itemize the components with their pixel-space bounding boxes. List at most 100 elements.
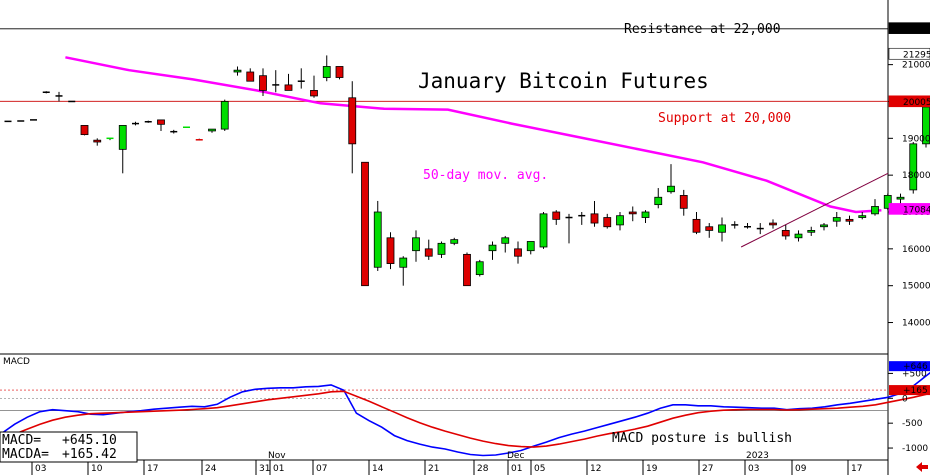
x-tick-label: 31	[259, 464, 270, 474]
x-tick-label: 03	[748, 464, 759, 474]
resistance-label: Resistance at 22,000	[624, 22, 781, 37]
candle-body	[233, 69, 242, 73]
candle	[514, 241, 522, 264]
candle-body	[437, 242, 446, 255]
candle	[412, 230, 420, 262]
candle-body	[386, 237, 395, 264]
candle	[322, 55, 331, 82]
macda-readout-value: +165.42	[62, 447, 117, 462]
macd-tag-box	[889, 385, 930, 396]
candle-body	[514, 248, 522, 257]
x-tick-label: 01	[511, 464, 522, 474]
candle-body	[654, 196, 663, 206]
month-label: 2023	[746, 451, 769, 461]
candle	[603, 213, 612, 229]
candle	[488, 241, 497, 260]
candle	[157, 119, 165, 131]
candle-body	[539, 213, 548, 248]
moving-average-label: 50-day mov. avg.	[423, 168, 548, 183]
price-tag-label: 20005	[903, 98, 930, 108]
candle-body	[909, 143, 918, 191]
macd-tag-box	[889, 361, 930, 372]
macd-panel	[0, 371, 930, 457]
candle-body	[832, 217, 841, 222]
chart-title: January Bitcoin Futures	[418, 69, 709, 93]
price-tag-box	[888, 47, 930, 60]
candle-body	[807, 230, 816, 233]
candle	[832, 212, 841, 227]
candle-body	[616, 215, 624, 226]
candle	[565, 213, 573, 244]
candle-body	[463, 253, 471, 287]
candle-body	[450, 239, 459, 244]
candle-body	[246, 71, 255, 82]
candle	[475, 259, 484, 277]
candle-body	[284, 84, 293, 91]
macd-readout-value: +645.10	[62, 433, 117, 448]
candle	[373, 200, 382, 271]
x-tick-label: 10	[91, 464, 103, 474]
price-tag-label: 21990	[903, 25, 930, 35]
candle-body	[348, 97, 357, 145]
candle	[183, 126, 190, 129]
candle-body	[896, 196, 905, 200]
candle	[705, 223, 714, 238]
price-tag-box	[888, 203, 930, 215]
candle	[539, 212, 548, 249]
candle	[845, 215, 854, 225]
plot-area	[0, 0, 888, 475]
macd-readout-box	[0, 431, 138, 463]
candle	[220, 99, 229, 131]
candle-body	[373, 211, 382, 268]
candle-body	[157, 119, 165, 125]
candle-body	[692, 218, 701, 233]
scroll-left-arrow-icon[interactable]	[916, 462, 928, 472]
macd-tick-label: -500	[902, 419, 923, 429]
moving-average-line	[65, 56, 882, 214]
candle	[667, 164, 675, 194]
candle-body	[488, 244, 497, 252]
candle-body	[118, 125, 127, 150]
candle	[744, 223, 751, 229]
macd-tag-label: +165	[903, 386, 928, 396]
candle-body	[781, 230, 790, 237]
price-tag-label: 21295	[903, 50, 930, 60]
candle	[80, 125, 89, 136]
candle-body	[718, 224, 726, 233]
candle-body	[526, 241, 535, 252]
macd-readout-name: MACD=	[2, 433, 41, 448]
candle	[118, 125, 127, 174]
candle-body	[705, 226, 714, 231]
candle	[883, 193, 892, 211]
candle-body	[769, 222, 777, 226]
candle-body	[883, 195, 892, 209]
candle	[590, 200, 599, 227]
price-panel	[4, 55, 930, 287]
candle-body	[501, 237, 510, 244]
month-label: Nov	[268, 451, 286, 461]
candle	[909, 142, 918, 194]
candle	[310, 75, 318, 98]
x-tick-label: 19	[646, 464, 658, 474]
candle	[679, 189, 688, 216]
candle	[552, 210, 561, 225]
support-label: Support at 20,000	[658, 111, 791, 126]
price-tick-label: 15000	[902, 282, 930, 292]
candle-body	[399, 257, 408, 268]
candle	[628, 206, 637, 222]
candle	[769, 219, 777, 229]
price-tick-label: 14000	[902, 319, 930, 329]
macda-readout-name: MACDA=	[2, 447, 49, 462]
candle-body	[310, 90, 318, 97]
candle-body	[361, 161, 369, 287]
candle	[361, 161, 369, 287]
candle	[437, 241, 446, 259]
price-grid	[0, 28, 888, 102]
candle	[526, 241, 535, 255]
x-tick-label: 14	[372, 464, 384, 474]
candle-body	[590, 213, 599, 224]
candle-body	[858, 215, 867, 218]
candle	[259, 68, 267, 96]
candle	[781, 224, 790, 240]
